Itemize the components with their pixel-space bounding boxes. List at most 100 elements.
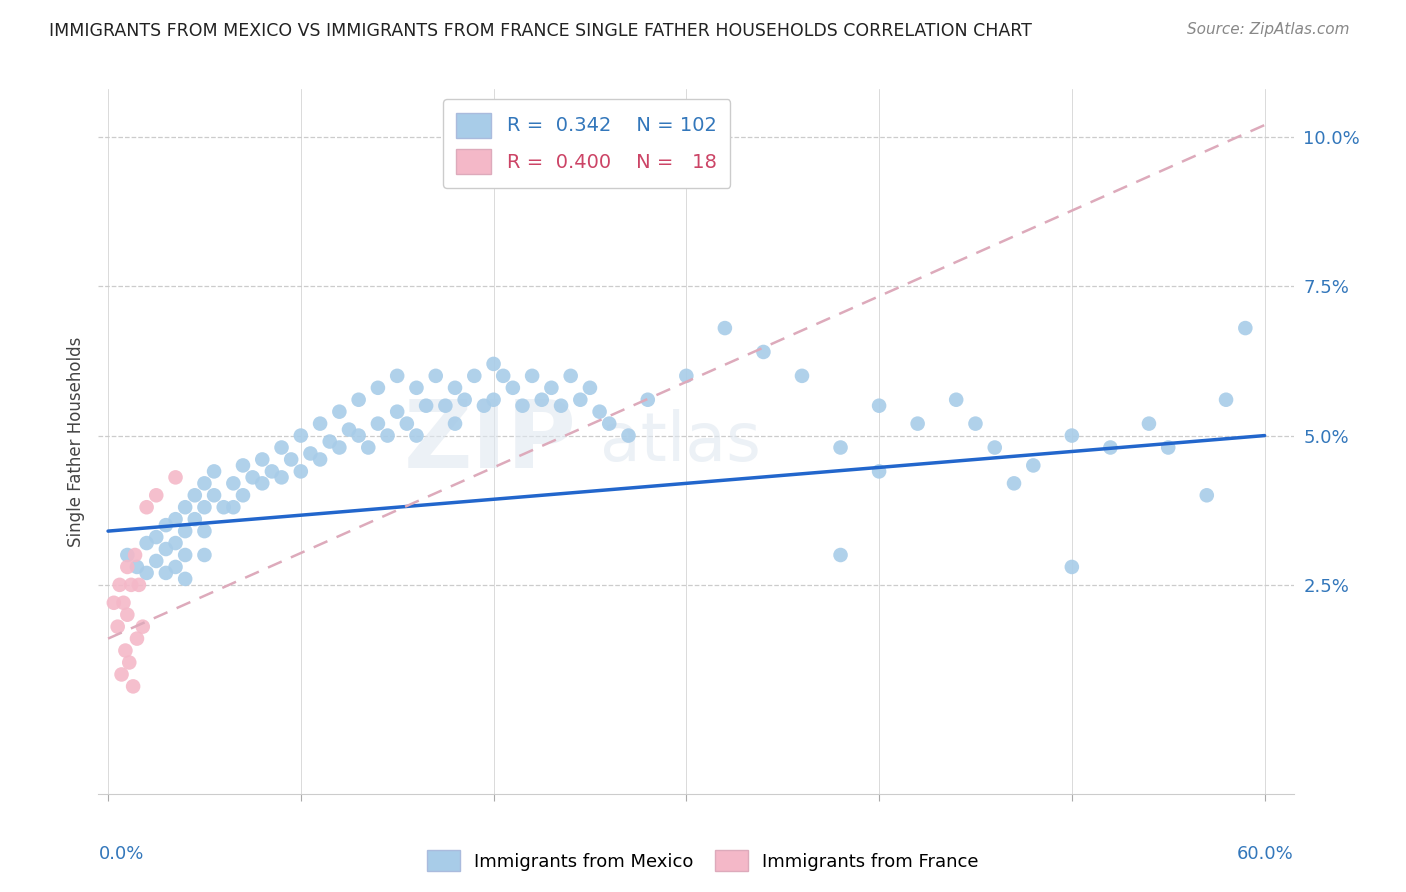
Point: [110, 667, 132, 681]
Point: [117, 548, 139, 562]
Point: [328, 441, 350, 455]
Point: [617, 428, 640, 442]
Point: [1060, 560, 1083, 574]
Point: [117, 560, 139, 574]
Point: [145, 488, 167, 502]
Point: [1137, 417, 1160, 431]
Point: [290, 428, 312, 442]
Point: [155, 542, 177, 557]
Point: [125, 632, 148, 646]
Point: [124, 548, 146, 562]
Point: [165, 536, 187, 550]
Point: [1215, 392, 1237, 407]
Point: [367, 417, 389, 431]
Point: [232, 488, 254, 502]
Point: [174, 548, 197, 562]
Point: [1099, 441, 1122, 455]
Point: [588, 405, 610, 419]
Point: [502, 381, 524, 395]
Point: [984, 441, 1007, 455]
Point: [425, 368, 447, 383]
Point: [118, 656, 141, 670]
Point: [184, 488, 207, 502]
Point: [1234, 321, 1257, 335]
Point: [120, 578, 142, 592]
Legend: R =  0.342    N = 102, R =  0.400    N =   18: R = 0.342 N = 102, R = 0.400 N = 18: [443, 99, 731, 188]
Point: [830, 548, 852, 562]
Point: [290, 464, 312, 478]
Point: [193, 548, 215, 562]
Text: atlas: atlas: [600, 409, 761, 475]
Point: [830, 441, 852, 455]
Text: 0.0%: 0.0%: [98, 845, 143, 863]
Point: [637, 392, 659, 407]
Point: [453, 392, 475, 407]
Point: [145, 530, 167, 544]
Point: [405, 428, 427, 442]
Point: [444, 381, 467, 395]
Point: [107, 620, 129, 634]
Point: [512, 399, 534, 413]
Point: [907, 417, 929, 431]
Text: 60.0%: 60.0%: [1237, 845, 1294, 863]
Point: [482, 392, 505, 407]
Point: [569, 392, 592, 407]
Point: [270, 470, 292, 484]
Point: [222, 476, 245, 491]
Point: [165, 470, 187, 484]
Point: [868, 464, 890, 478]
Point: [193, 500, 215, 515]
Point: [299, 446, 322, 460]
Point: [242, 470, 264, 484]
Point: [174, 572, 197, 586]
Text: ZIP: ZIP: [404, 395, 576, 488]
Point: [965, 417, 987, 431]
Point: [260, 464, 283, 478]
Point: [155, 566, 177, 580]
Point: [367, 381, 389, 395]
Point: [790, 368, 813, 383]
Point: [112, 596, 135, 610]
Point: [530, 392, 553, 407]
Point: [1022, 458, 1045, 473]
Point: [550, 399, 572, 413]
Point: [202, 464, 225, 478]
Text: IMMIGRANTS FROM MEXICO VS IMMIGRANTS FROM FRANCE SINGLE FATHER HOUSEHOLDS CORREL: IMMIGRANTS FROM MEXICO VS IMMIGRANTS FRO…: [49, 22, 1032, 40]
Point: [337, 423, 360, 437]
Point: [714, 321, 737, 335]
Point: [132, 620, 155, 634]
Point: [1002, 476, 1025, 491]
Point: [125, 560, 148, 574]
Point: [212, 500, 235, 515]
Point: [347, 392, 370, 407]
Point: [1195, 488, 1218, 502]
Point: [520, 368, 543, 383]
Point: [463, 368, 485, 383]
Point: [165, 512, 187, 526]
Point: [472, 399, 495, 413]
Point: [135, 536, 157, 550]
Point: [675, 368, 697, 383]
Point: [444, 417, 467, 431]
Point: [232, 458, 254, 473]
Point: [492, 368, 515, 383]
Point: [385, 405, 409, 419]
Point: [395, 417, 418, 431]
Text: Source: ZipAtlas.com: Source: ZipAtlas.com: [1187, 22, 1350, 37]
Point: [385, 368, 409, 383]
Point: [319, 434, 342, 449]
Point: [328, 405, 350, 419]
Point: [579, 381, 602, 395]
Point: [252, 476, 274, 491]
Point: [270, 441, 292, 455]
Point: [540, 381, 562, 395]
Point: [1157, 441, 1180, 455]
Point: [174, 524, 197, 538]
Point: [560, 368, 582, 383]
Point: [252, 452, 274, 467]
Point: [415, 399, 437, 413]
Point: [309, 452, 332, 467]
Point: [377, 428, 399, 442]
Point: [174, 500, 197, 515]
Point: [347, 428, 370, 442]
